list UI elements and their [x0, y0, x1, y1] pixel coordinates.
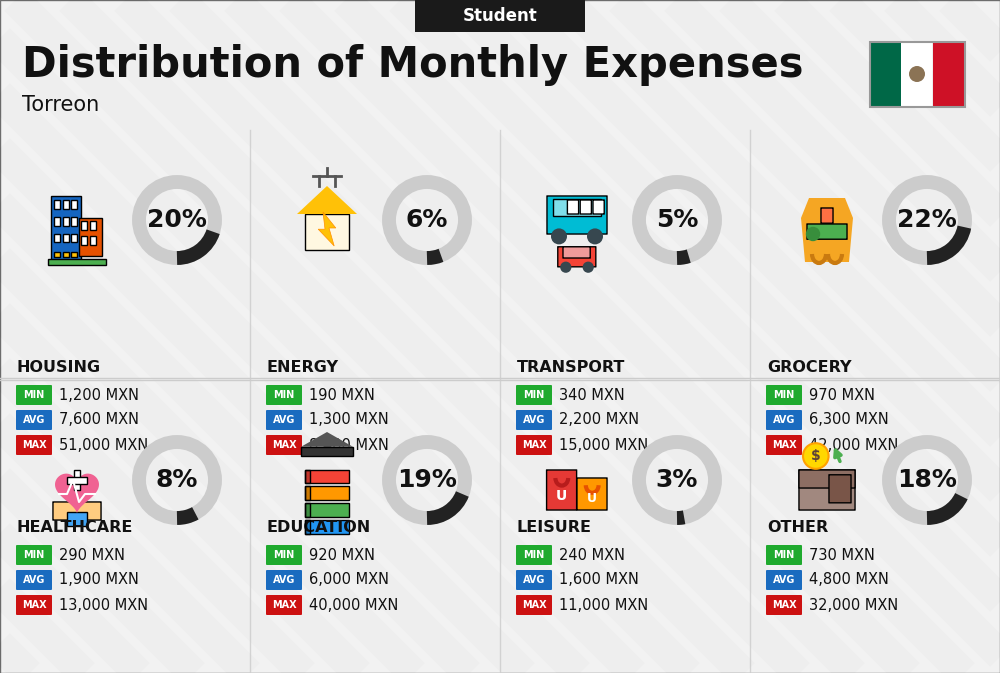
Text: HEALTHCARE: HEALTHCARE — [17, 520, 133, 536]
FancyBboxPatch shape — [305, 503, 310, 517]
FancyBboxPatch shape — [766, 570, 802, 590]
FancyBboxPatch shape — [71, 234, 77, 242]
FancyBboxPatch shape — [266, 435, 302, 455]
Text: MIN: MIN — [273, 390, 295, 400]
FancyBboxPatch shape — [305, 470, 310, 483]
FancyBboxPatch shape — [577, 478, 607, 510]
FancyBboxPatch shape — [71, 217, 77, 225]
Text: 7,600 MXN: 7,600 MXN — [59, 413, 139, 427]
FancyBboxPatch shape — [415, 0, 585, 32]
Circle shape — [909, 66, 925, 82]
FancyBboxPatch shape — [305, 520, 349, 534]
Text: AVG: AVG — [23, 575, 45, 585]
Text: Distribution of Monthly Expenses: Distribution of Monthly Expenses — [22, 44, 804, 86]
FancyBboxPatch shape — [553, 199, 601, 215]
FancyBboxPatch shape — [67, 477, 87, 484]
Text: $: $ — [811, 449, 821, 463]
Text: 190 MXN: 190 MXN — [309, 388, 375, 402]
FancyBboxPatch shape — [766, 595, 802, 615]
Circle shape — [583, 262, 594, 273]
Text: MIN: MIN — [773, 390, 795, 400]
FancyBboxPatch shape — [266, 385, 302, 405]
FancyBboxPatch shape — [266, 595, 302, 615]
Text: 18%: 18% — [897, 468, 957, 492]
Text: 240 MXN: 240 MXN — [559, 548, 625, 563]
Text: AVG: AVG — [523, 415, 545, 425]
Text: ENERGY: ENERGY — [267, 361, 339, 376]
FancyBboxPatch shape — [766, 435, 802, 455]
Text: 970 MXN: 970 MXN — [809, 388, 875, 402]
Text: 920 MXN: 920 MXN — [309, 548, 375, 563]
Text: MAX: MAX — [522, 440, 546, 450]
Text: MIN: MIN — [523, 550, 545, 560]
Polygon shape — [55, 474, 99, 513]
Text: 8%: 8% — [156, 468, 198, 492]
FancyBboxPatch shape — [74, 470, 80, 490]
Text: MIN: MIN — [773, 550, 795, 560]
Text: 6,000 MXN: 6,000 MXN — [309, 573, 389, 588]
FancyBboxPatch shape — [516, 545, 552, 565]
Text: 51,000 MXN: 51,000 MXN — [59, 437, 148, 452]
FancyBboxPatch shape — [305, 503, 349, 517]
FancyBboxPatch shape — [933, 42, 964, 107]
FancyBboxPatch shape — [821, 208, 833, 223]
FancyBboxPatch shape — [305, 520, 310, 534]
Text: 40,000 MXN: 40,000 MXN — [309, 598, 398, 612]
FancyBboxPatch shape — [16, 410, 52, 430]
Text: MAX: MAX — [522, 600, 546, 610]
Text: 1,200 MXN: 1,200 MXN — [59, 388, 139, 402]
FancyBboxPatch shape — [766, 385, 802, 405]
Text: 11,000 MXN: 11,000 MXN — [559, 598, 648, 612]
Text: 20%: 20% — [147, 208, 207, 232]
FancyBboxPatch shape — [16, 595, 52, 615]
FancyBboxPatch shape — [63, 200, 69, 209]
FancyBboxPatch shape — [51, 196, 81, 260]
Circle shape — [560, 262, 571, 273]
Text: MIN: MIN — [23, 390, 45, 400]
Text: 730 MXN: 730 MXN — [809, 548, 875, 563]
Text: 19%: 19% — [397, 468, 457, 492]
FancyBboxPatch shape — [63, 252, 69, 257]
FancyBboxPatch shape — [266, 545, 302, 565]
FancyBboxPatch shape — [305, 487, 310, 500]
FancyBboxPatch shape — [766, 410, 802, 430]
FancyBboxPatch shape — [266, 410, 302, 430]
Text: 6,300 MXN: 6,300 MXN — [809, 413, 889, 427]
FancyBboxPatch shape — [63, 234, 69, 242]
Text: MAX: MAX — [272, 440, 296, 450]
Text: MAX: MAX — [272, 600, 296, 610]
Text: 3%: 3% — [656, 468, 698, 492]
FancyBboxPatch shape — [54, 217, 60, 225]
FancyBboxPatch shape — [516, 595, 552, 615]
Text: MIN: MIN — [23, 550, 45, 560]
FancyBboxPatch shape — [67, 512, 87, 526]
FancyBboxPatch shape — [547, 470, 577, 510]
Polygon shape — [301, 432, 353, 447]
Text: LEISURE: LEISURE — [517, 520, 592, 536]
Text: OTHER: OTHER — [767, 520, 828, 536]
FancyBboxPatch shape — [807, 224, 847, 239]
FancyBboxPatch shape — [305, 214, 349, 250]
Text: MIN: MIN — [523, 390, 545, 400]
Text: 13,000 MXN: 13,000 MXN — [59, 598, 148, 612]
Circle shape — [587, 228, 603, 244]
Text: U: U — [556, 489, 567, 503]
FancyBboxPatch shape — [593, 200, 604, 214]
FancyBboxPatch shape — [53, 502, 101, 520]
Text: Student: Student — [463, 7, 537, 25]
Text: 15,000 MXN: 15,000 MXN — [559, 437, 648, 452]
FancyBboxPatch shape — [567, 200, 579, 214]
FancyBboxPatch shape — [766, 545, 802, 565]
Text: AVG: AVG — [523, 575, 545, 585]
Text: 290 MXN: 290 MXN — [59, 548, 125, 563]
Text: 5%: 5% — [656, 208, 698, 232]
Text: MIN: MIN — [273, 550, 295, 560]
Text: 1,900 MXN: 1,900 MXN — [59, 573, 139, 588]
FancyBboxPatch shape — [81, 236, 87, 245]
Polygon shape — [801, 198, 853, 262]
FancyBboxPatch shape — [16, 570, 52, 590]
FancyBboxPatch shape — [799, 470, 855, 510]
Text: MAX: MAX — [22, 600, 46, 610]
Text: 32,000 MXN: 32,000 MXN — [809, 598, 898, 612]
